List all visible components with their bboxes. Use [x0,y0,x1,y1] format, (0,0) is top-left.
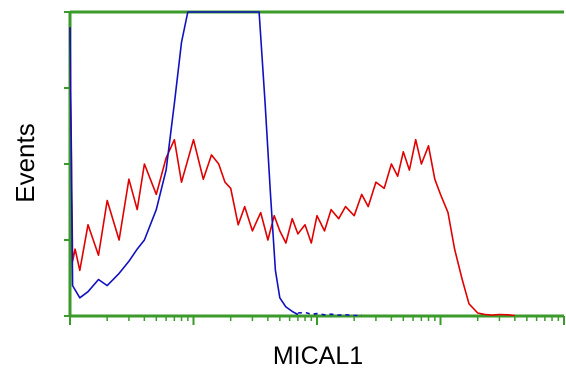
series-layer [69,11,515,317]
series-line-2 [297,311,362,317]
series-line-1 [69,11,299,316]
series-line-0 [69,27,515,317]
y-axis-label: Events [10,123,40,203]
x-axis-label: MICAL1 [273,342,363,370]
plot-frame [64,10,564,318]
x-axis-ticks [69,316,565,325]
